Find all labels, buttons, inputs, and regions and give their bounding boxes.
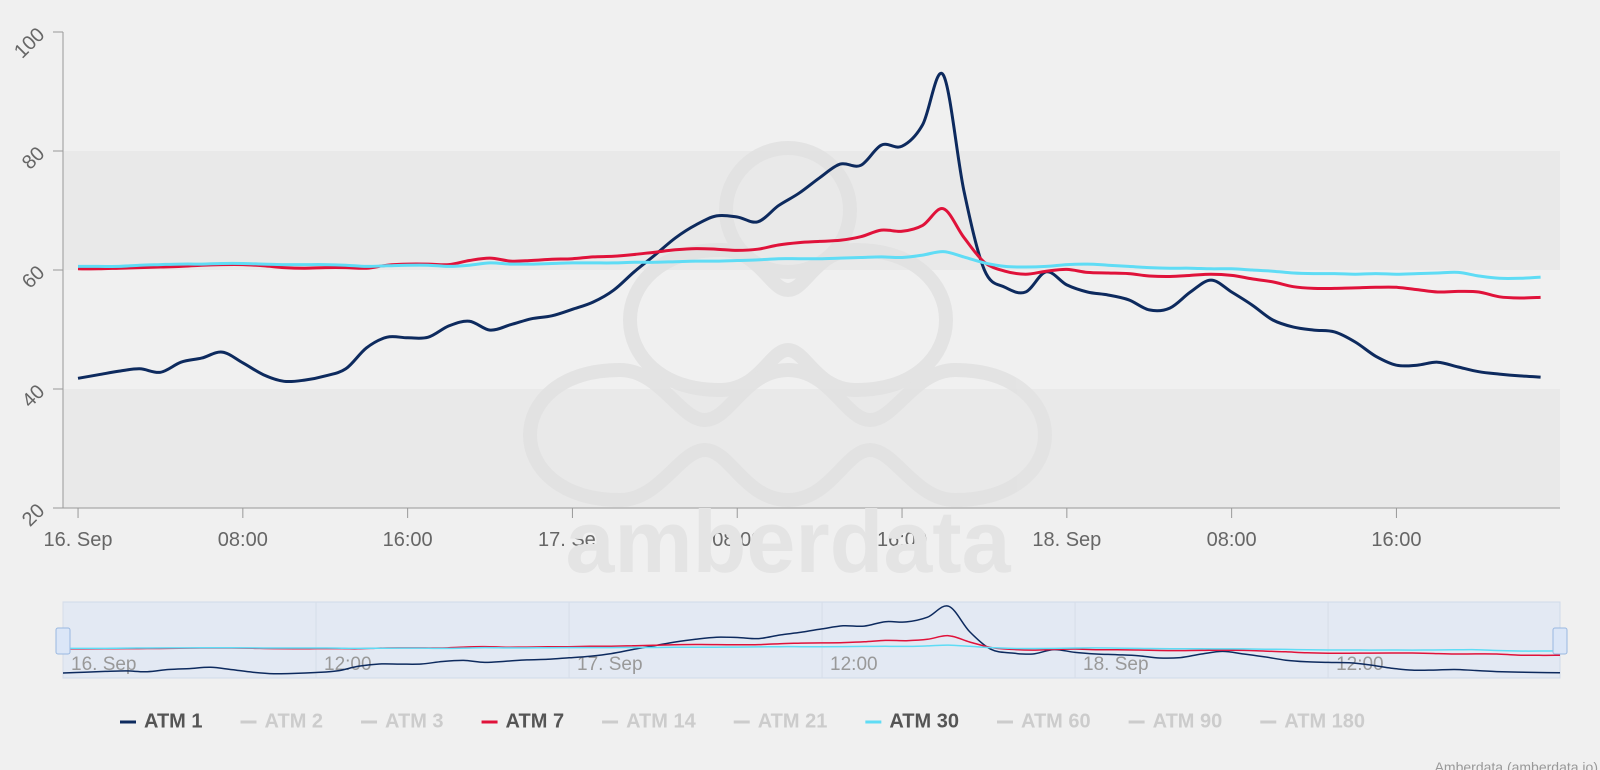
credits: Amberdata (amberdata.io) — [1435, 759, 1598, 770]
legend-label: ATM 1 — [144, 710, 203, 732]
legend-label: ATM 2 — [265, 710, 324, 732]
legend-label: ATM 14 — [626, 710, 697, 732]
legend-item[interactable]: ATM 3 — [361, 710, 444, 732]
legend-item[interactable]: ATM 7 — [481, 710, 565, 732]
legend-label: ATM 21 — [758, 710, 828, 732]
navigator-tick-label: 18. Sep — [1083, 654, 1149, 675]
legend-item[interactable]: ATM 60 — [996, 710, 1091, 732]
navigator-tick-label: 16. Sep — [71, 654, 137, 675]
navigator-line — [62, 644, 1561, 652]
plot-bands — [63, 151, 1560, 508]
legend-label: ATM 90 — [1153, 710, 1223, 732]
x-tick-label: 16:00 — [877, 529, 927, 551]
x-tick-label: 16:00 — [1371, 529, 1421, 551]
legend-label: ATM 60 — [1021, 710, 1091, 732]
x-tick-label: 18. Sep — [1032, 529, 1101, 551]
navigator-mask — [62, 601, 1561, 679]
legend-item[interactable]: ATM 180 — [1260, 710, 1365, 732]
navigator: 16. Sep 12:00 17. Sep 12:00 18. Sep 12:00 — [55, 601, 1568, 679]
legend-label: ATM 7 — [506, 710, 565, 732]
legend-label: ATM 30 — [889, 710, 959, 732]
navigator-handle[interactable] — [55, 627, 71, 655]
navigator-handle[interactable] — [1552, 627, 1568, 655]
legend-label: ATM 3 — [385, 710, 444, 732]
legend-item[interactable]: ATM 30 — [865, 710, 959, 732]
legend-item[interactable]: ATM 14 — [602, 710, 697, 732]
navigator-line — [62, 605, 1561, 675]
watermark-text: amberdata — [565, 492, 1011, 591]
x-tick-label: 08:00 — [218, 529, 268, 551]
series-line — [77, 71, 1541, 384]
x-tick-label: 16:00 — [383, 529, 433, 551]
logo-ring — [523, 362, 1052, 508]
x-tick-label: 17. Sep — [538, 529, 607, 551]
legend-item[interactable]: ATM 2 — [240, 710, 324, 732]
legend: ATM 1 ATM 2 ATM 3 ATM 7 ATM 14 ATM 21 ATM 30 AT… — [120, 710, 1365, 732]
legend-item[interactable]: ATM 90 — [1128, 710, 1223, 732]
plot — [77, 71, 1541, 384]
navigator-tick-label: 12:00 — [324, 654, 372, 675]
legend-item[interactable]: ATM 21 — [733, 710, 828, 732]
x-tick-label: 16. Sep — [44, 529, 113, 551]
legend-label: ATM 180 — [1284, 710, 1365, 732]
plot-band — [63, 151, 1560, 270]
legend-item[interactable]: ATM 1 — [120, 710, 203, 732]
navigator-tick-label: 17. Sep — [577, 654, 643, 675]
x-tick-label: 08:00 — [712, 529, 762, 551]
series-line — [77, 207, 1541, 300]
logo-ring — [623, 242, 953, 398]
watermark-logo — [523, 141, 1052, 508]
x-tick-label: 08:00 — [1207, 529, 1257, 551]
navigator-tick-label: 12:00 — [830, 654, 878, 675]
series-line — [78, 250, 1541, 281]
logo-ring — [719, 141, 857, 279]
